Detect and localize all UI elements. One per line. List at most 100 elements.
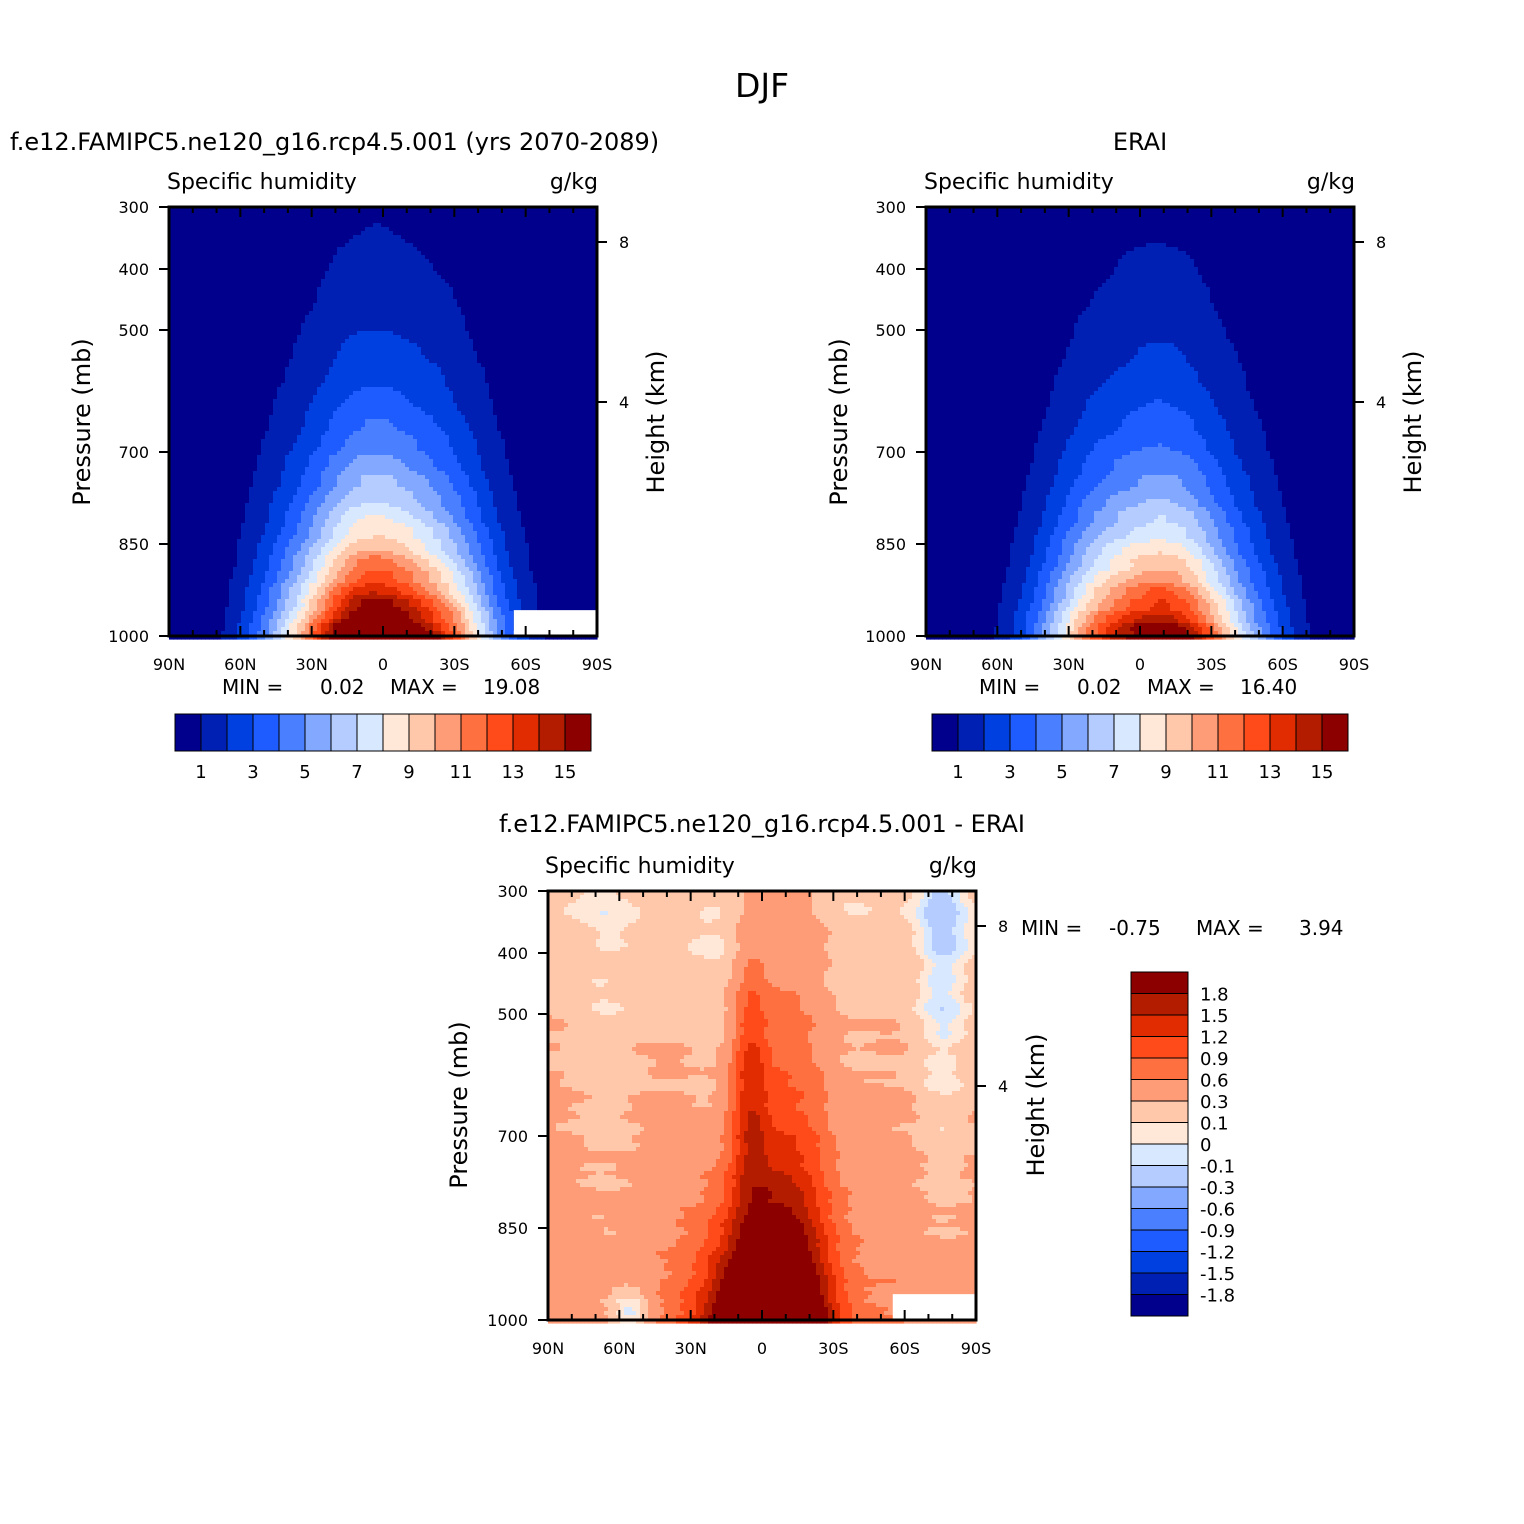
model-contour-cell	[485, 303, 490, 308]
model-contour-cell	[425, 271, 430, 276]
model-contour-cell	[177, 227, 182, 232]
model-contour-cell	[177, 343, 182, 348]
model-contour-cell	[409, 331, 414, 336]
model-contour-cell	[581, 339, 586, 344]
model-contour-cell	[437, 283, 442, 288]
model-contour-cell	[389, 279, 394, 284]
model-contour-cell	[217, 323, 222, 328]
model-contour-cell	[469, 367, 474, 372]
model-contour-cell	[373, 291, 378, 296]
model-contour-cell	[397, 295, 402, 300]
model-contour-cell	[189, 291, 194, 296]
model-contour-cell	[521, 347, 526, 352]
model-contour-cell	[173, 347, 178, 352]
model-contour-cell	[301, 211, 306, 216]
model-contour-cell	[213, 255, 218, 260]
model-contour-cell	[301, 371, 306, 376]
model-contour-cell	[589, 343, 594, 348]
model-contour-cell	[421, 307, 426, 312]
model-contour-cell	[321, 275, 326, 280]
model-contour-cell	[353, 351, 358, 356]
model-contour-cell	[537, 247, 542, 252]
model-contour-cell	[429, 279, 434, 284]
model-contour-cell	[497, 331, 502, 336]
model-contour-cell	[209, 387, 214, 392]
model-contour-cell	[273, 347, 278, 352]
model-contour-cell	[337, 227, 342, 232]
model-contour-cell	[385, 219, 390, 224]
model-contour-cell	[477, 363, 482, 368]
model-contour-cell	[349, 343, 354, 348]
model-contour-cell	[273, 303, 278, 308]
model-contour-cell	[373, 299, 378, 304]
model-contour-cell	[541, 299, 546, 304]
model-contour-cell	[417, 383, 422, 388]
model-contour-cell	[425, 295, 430, 300]
model-contour-cell	[525, 339, 530, 344]
model-contour-cell	[217, 287, 222, 292]
model-contour-cell	[577, 279, 582, 284]
model-contour-cell	[201, 247, 206, 252]
model-contour-cell	[345, 275, 350, 280]
model-contour-cell	[217, 327, 222, 332]
model-contour-cell	[497, 383, 502, 388]
model-contour-cell	[233, 255, 238, 260]
model-contour-cell	[265, 243, 270, 248]
model-contour-cell	[305, 303, 310, 308]
model-contour-cell	[237, 247, 242, 252]
model-contour-cell	[357, 263, 362, 268]
model-contour-cell	[421, 327, 426, 332]
model-contour-cell	[289, 327, 294, 332]
model-contour-cell	[189, 279, 194, 284]
model-contour-cell	[353, 247, 358, 252]
model-contour-cell	[193, 263, 198, 268]
model-contour-cell	[329, 375, 334, 380]
model-contour-cell	[301, 255, 306, 260]
model-contour-cell	[509, 379, 514, 384]
model-contour-cell	[261, 299, 266, 304]
model-contour-cell	[461, 235, 466, 240]
model-contour-cell	[329, 255, 334, 260]
model-contour-cell	[253, 355, 258, 360]
model-contour-cell	[497, 295, 502, 300]
model-contour-cell	[393, 239, 398, 244]
model-contour-cell	[333, 275, 338, 280]
model-contour-cell	[237, 383, 242, 388]
model-contour-cell	[197, 331, 202, 336]
model-contour-cell	[245, 375, 250, 380]
model-contour-cell	[381, 323, 386, 328]
model-contour-cell	[245, 299, 250, 304]
model-contour-cell	[517, 291, 522, 296]
model-contour-cell	[305, 267, 310, 272]
model-contour-cell	[373, 263, 378, 268]
model-contour-cell	[369, 371, 374, 376]
model-contour-cell	[413, 231, 418, 236]
model-contour-cell	[445, 219, 450, 224]
model-contour-cell	[181, 331, 186, 336]
model-contour-cell	[217, 275, 222, 280]
model-contour-cell	[301, 243, 306, 248]
model-contour-cell	[421, 303, 426, 308]
model-contour-cell	[305, 255, 310, 260]
model-contour-cell	[545, 339, 550, 344]
model-contour-cell	[185, 235, 190, 240]
model-contour-cell	[577, 267, 582, 272]
model-contour-cell	[529, 375, 534, 380]
model-contour-cell	[397, 363, 402, 368]
model-contour-cell	[401, 383, 406, 388]
model-contour-cell	[513, 319, 518, 324]
model-contour-cell	[581, 375, 586, 380]
model-contour-cell	[397, 303, 402, 308]
model-contour-cell	[377, 259, 382, 264]
model-contour-cell	[393, 307, 398, 312]
model-contour-cell	[553, 263, 558, 268]
model-contour-cell	[449, 319, 454, 324]
model-contour-cell	[501, 331, 506, 336]
model-contour-cell	[537, 267, 542, 272]
model-contour-cell	[301, 259, 306, 264]
model-contour-cell	[537, 263, 542, 268]
model-contour-cell	[433, 299, 438, 304]
model-contour-cell	[361, 319, 366, 324]
model-contour-cell	[185, 335, 190, 340]
model-contour-cell	[481, 295, 486, 300]
